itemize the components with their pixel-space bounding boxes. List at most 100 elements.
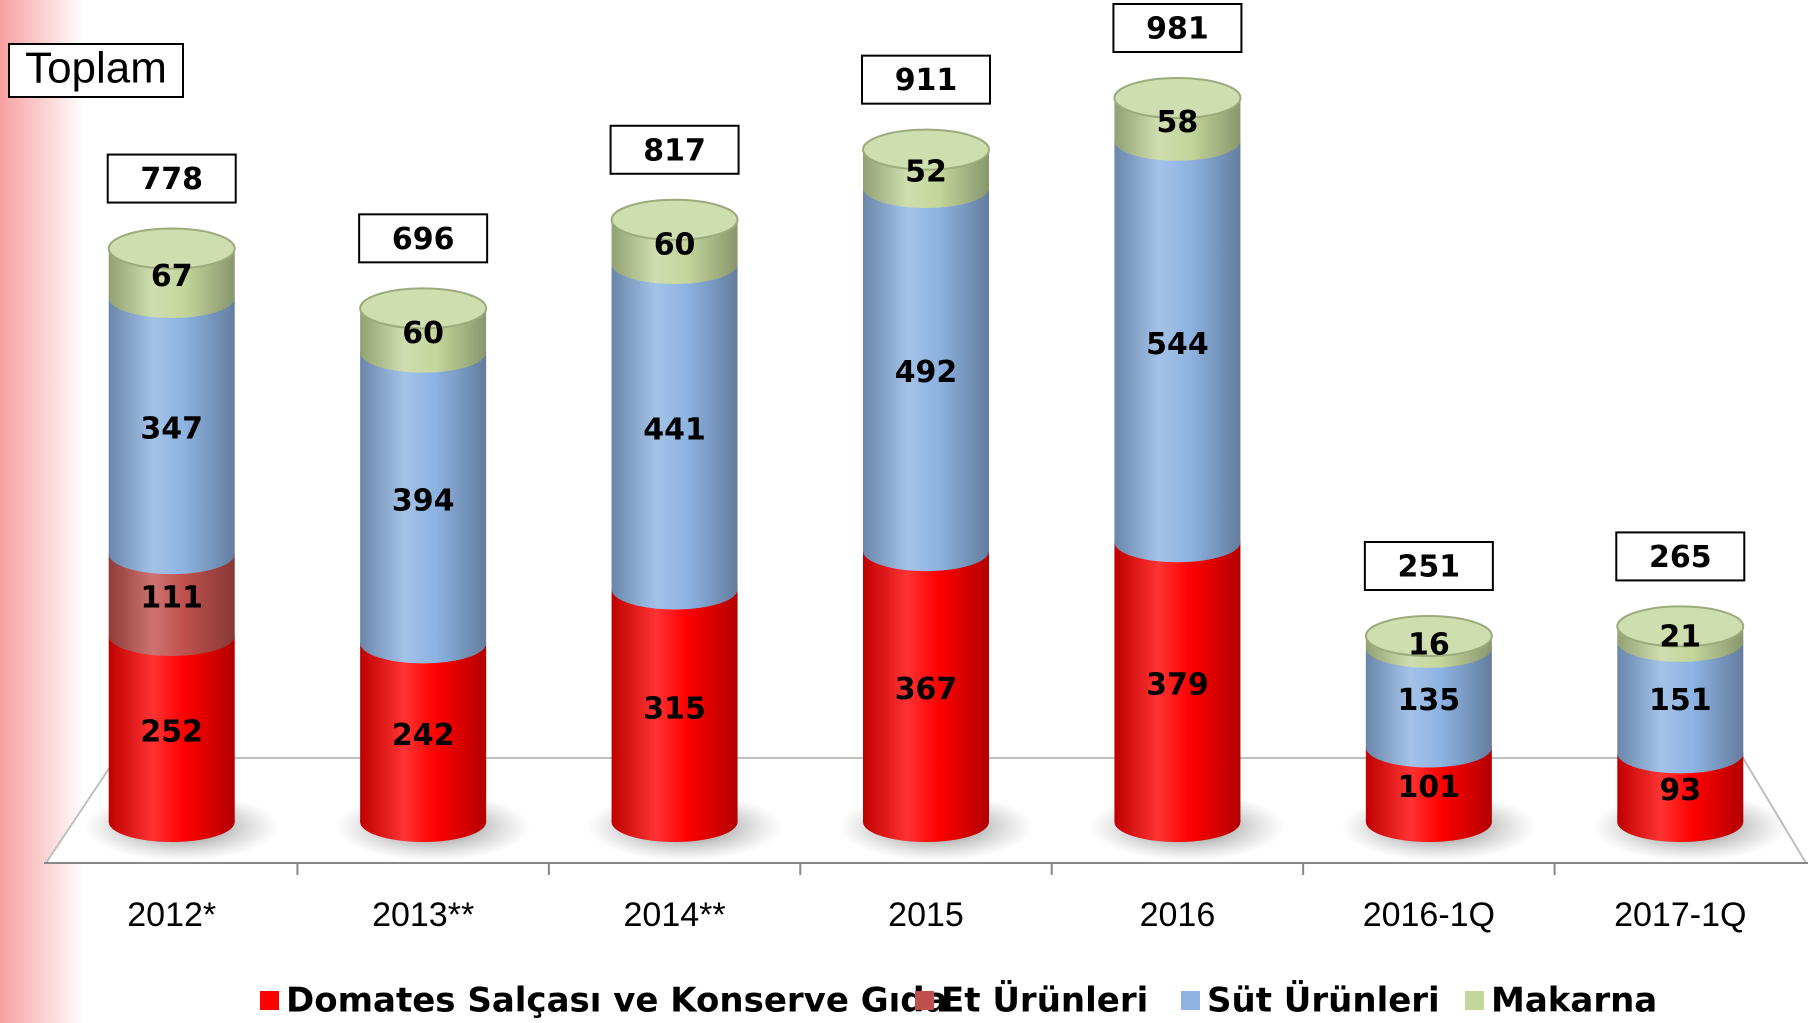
cylinder-top — [107, 227, 236, 270]
data-label: 58 — [1157, 105, 1199, 140]
segment-bottom — [611, 569, 738, 610]
total-label: 981 — [1146, 12, 1209, 47]
x-tick-label: 2013** — [372, 896, 474, 934]
legend-swatch — [260, 991, 279, 1010]
bar-segment — [611, 264, 738, 610]
background-strip — [0, 0, 85, 1023]
bar-segment — [863, 188, 989, 572]
bar-segment — [1114, 542, 1241, 842]
data-label: 135 — [1398, 683, 1461, 718]
x-tick-label: 2016-1Q — [1363, 896, 1495, 934]
segment-bottom — [108, 802, 235, 842]
segment-bottom — [360, 332, 487, 373]
segment-bottom — [108, 534, 235, 575]
data-label: 52 — [905, 154, 947, 189]
total-box — [358, 213, 489, 264]
total-label: 778 — [140, 162, 203, 197]
data-label: 242 — [392, 718, 455, 753]
data-label: 315 — [643, 691, 706, 726]
x-tick-label: 2014** — [624, 896, 726, 934]
total-label: 265 — [1649, 540, 1712, 575]
segment-bottom — [1617, 733, 1744, 774]
total-label: 251 — [1398, 550, 1461, 585]
bar-segment — [611, 589, 738, 842]
cylinder-top — [862, 128, 990, 171]
segment-bottom — [1365, 727, 1492, 768]
segment-body — [1114, 542, 1241, 822]
data-label: 67 — [151, 259, 193, 294]
data-label: 347 — [140, 412, 203, 447]
legend-label: Et Ürünleri — [941, 980, 1148, 1021]
total-box — [861, 54, 991, 105]
segment-bottom — [360, 802, 487, 842]
data-label: 441 — [643, 412, 706, 447]
bar-segment — [360, 643, 487, 842]
total-box — [1112, 3, 1243, 53]
total-box — [1615, 531, 1746, 582]
bar-segment — [108, 636, 235, 842]
data-label: 21 — [1659, 620, 1701, 655]
segment-bottom — [108, 616, 235, 657]
data-label: 252 — [140, 715, 203, 750]
data-label: 394 — [392, 484, 455, 519]
bar-segment — [1114, 140, 1241, 563]
legend-swatch — [1181, 991, 1200, 1010]
x-tick-label: 2016 — [1140, 896, 1216, 934]
total-label: 817 — [643, 133, 706, 168]
data-label: 111 — [140, 581, 203, 616]
data-label: 101 — [1398, 770, 1461, 805]
segment-bottom — [1114, 522, 1241, 563]
title-box — [8, 43, 184, 98]
segment-bottom — [360, 623, 487, 664]
segment-bottom — [1617, 802, 1744, 842]
total-label: 696 — [392, 222, 455, 257]
segment-body — [360, 643, 487, 822]
cylinder-top — [359, 287, 488, 330]
bar-segment — [108, 298, 235, 575]
segment-body — [863, 188, 989, 552]
data-label: 93 — [1659, 773, 1701, 808]
chart-title: Toplam — [25, 44, 167, 93]
segment-bottom — [863, 802, 989, 842]
segment-body — [1114, 140, 1241, 543]
data-label: 60 — [402, 316, 444, 351]
segment-body — [108, 636, 235, 822]
segment-body — [108, 298, 235, 555]
x-tick-label: 2015 — [888, 896, 964, 934]
data-label: 151 — [1649, 683, 1712, 718]
legend-label: Süt Ürünleri — [1207, 980, 1440, 1021]
cylinder-top — [1364, 615, 1493, 658]
cylinder-top — [1616, 605, 1745, 648]
total-box — [1363, 541, 1494, 592]
x-tick-label: 2012* — [127, 896, 216, 934]
bar-segment — [360, 352, 487, 664]
segment-body — [863, 551, 989, 822]
data-label: 492 — [895, 355, 958, 390]
legend-swatch — [915, 991, 934, 1010]
x-tick-label: 2017-1Q — [1614, 896, 1746, 934]
legend-label: Domates Salçası ve Konserve Gıda — [286, 981, 948, 1021]
data-label: 16 — [1408, 627, 1450, 662]
total-box — [106, 153, 237, 204]
segment-bottom — [863, 531, 989, 572]
data-label: 367 — [895, 672, 958, 707]
cylinder-top — [610, 198, 739, 241]
legend-swatch — [1465, 991, 1484, 1010]
segment-body — [360, 352, 487, 644]
segment-bottom — [611, 802, 738, 842]
segment-body — [611, 589, 738, 822]
segment-bottom — [863, 168, 989, 209]
data-label: 379 — [1146, 668, 1209, 703]
legend-label: Makarna — [1491, 981, 1657, 1021]
data-label: 60 — [654, 227, 696, 262]
data-label: 544 — [1146, 327, 1209, 362]
segment-body — [611, 264, 738, 590]
segment-bottom — [1365, 802, 1492, 842]
segment-bottom — [611, 244, 738, 285]
segment-bottom — [1114, 120, 1241, 161]
bar-segment — [1365, 647, 1492, 768]
cylinder-top — [1113, 77, 1242, 119]
total-label: 911 — [895, 63, 958, 98]
bar-segment — [863, 551, 989, 842]
